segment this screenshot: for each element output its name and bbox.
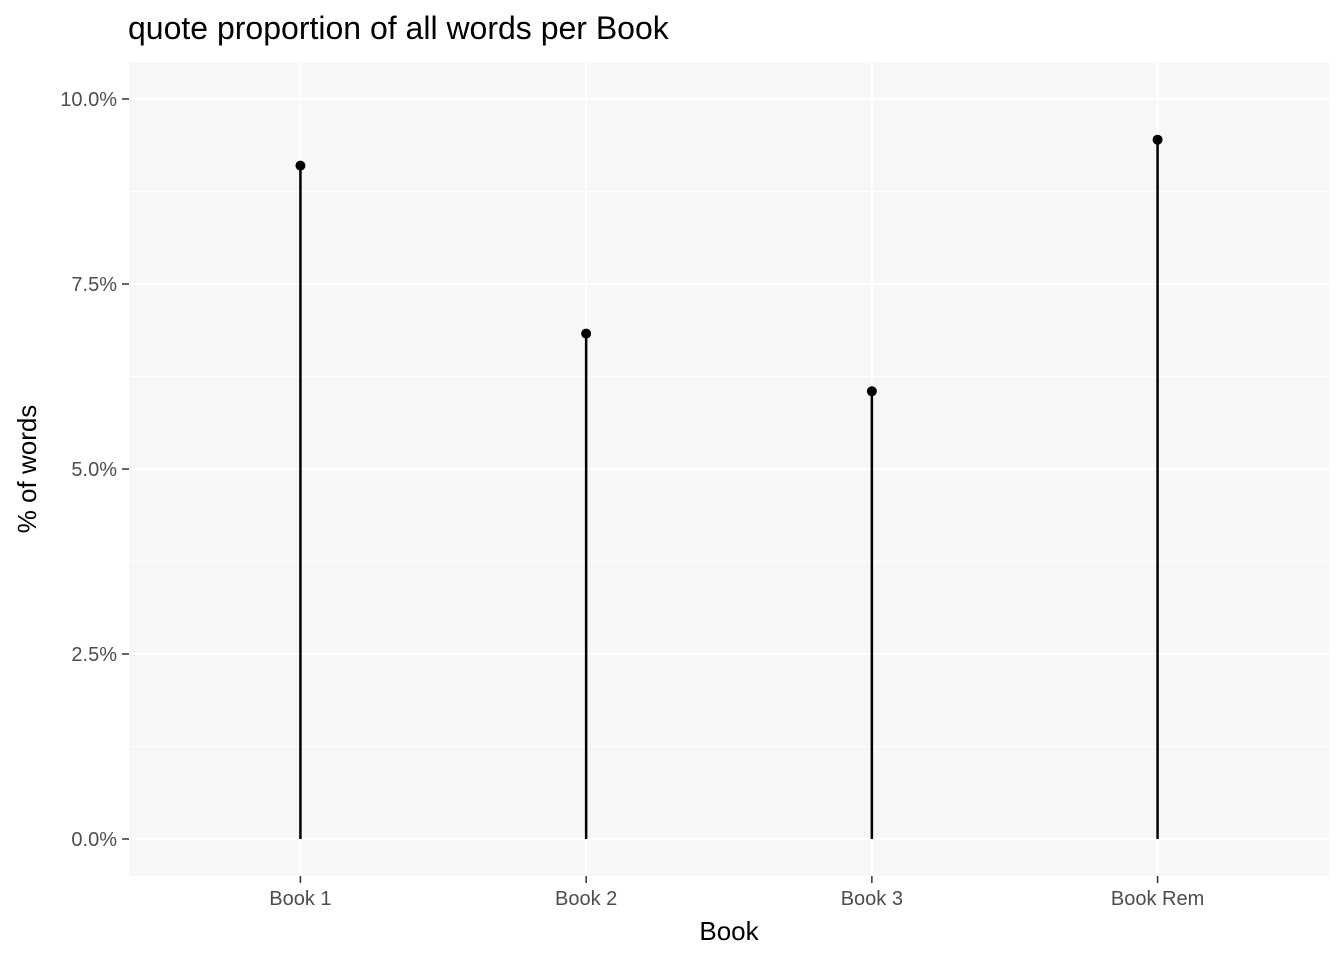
x-axis: Book 1 Book 2 Book 3 Book Rem [269,876,1204,910]
x-tick-label: Book 1 [269,888,331,910]
y-tick-label: 7.5% [71,274,117,296]
data-marks [295,134,1163,839]
lollipop-point [866,386,877,397]
lollipop-point [1152,134,1163,145]
y-tick-label: 2.5% [71,644,117,666]
y-axis: 0.0% 2.5% 5.0% 7.5% 10.0% [60,89,129,851]
y-tick-label: 0.0% [71,829,117,851]
y-axis-title: % of words [12,405,42,534]
y-tick-label: 5.0% [71,459,117,481]
lollipop-point [581,328,592,339]
y-tick-label: 10.0% [60,89,117,111]
x-tick-label: Book 3 [841,888,903,910]
x-axis-title: Book [699,916,759,946]
x-tick-label: Book 2 [555,888,617,910]
x-tick-label: Book Rem [1111,888,1204,910]
lollipop-point [295,160,306,171]
grid-minor [129,191,1329,747]
chart-title: quote proportion of all words per Book [128,10,670,46]
